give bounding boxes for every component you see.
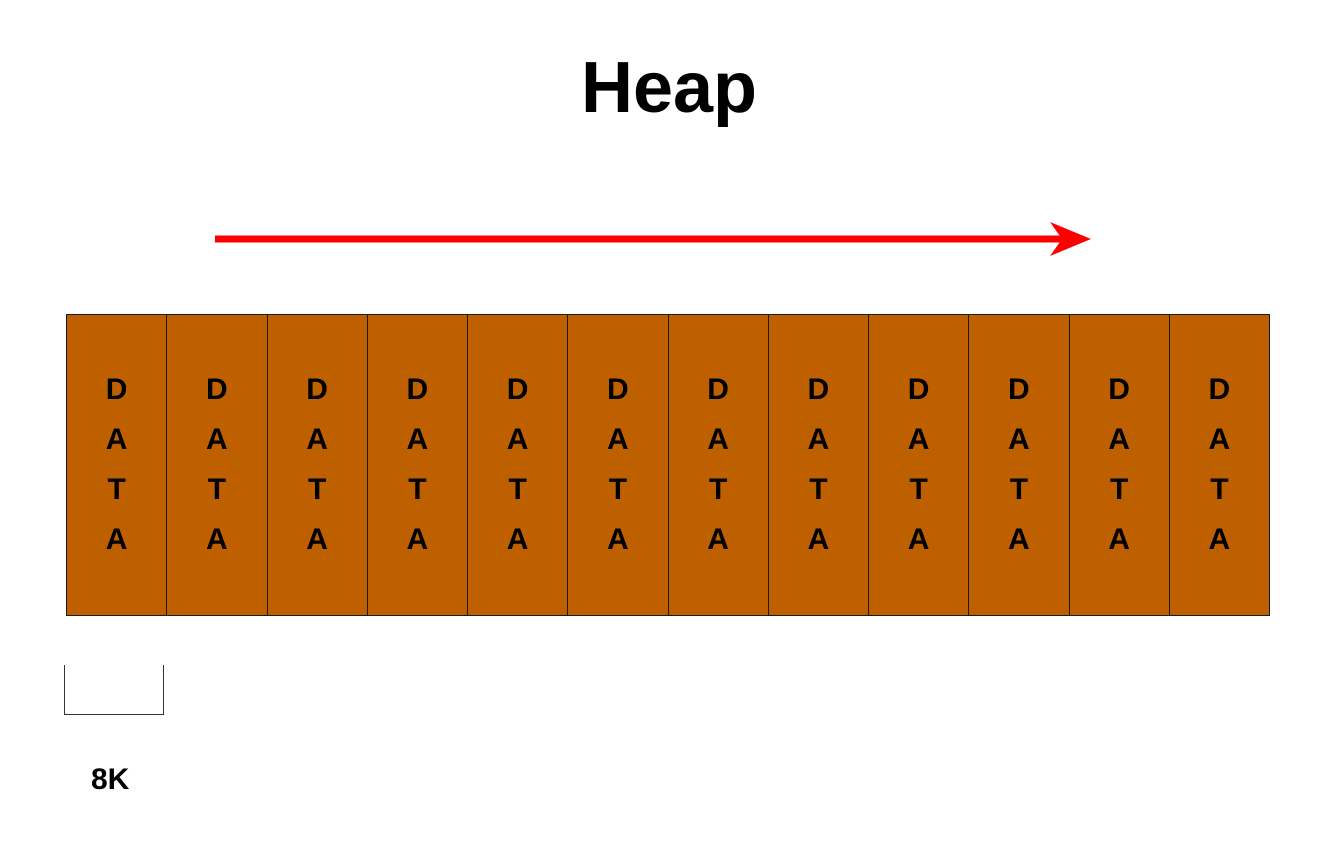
page-letter: A — [607, 523, 629, 556]
page-size-label: 8K — [91, 763, 130, 796]
page-letter: D — [1208, 373, 1231, 406]
page-size-bracket — [64, 665, 164, 715]
page-letter: A — [506, 423, 529, 456]
page-letter: D — [807, 373, 830, 406]
page-letter: A — [707, 523, 729, 556]
page-letter: T — [307, 473, 327, 506]
page-letter: D — [105, 373, 128, 406]
page-letter: A — [1008, 423, 1030, 456]
page-letter: A — [105, 523, 128, 556]
page-letter: A — [607, 423, 629, 456]
page-letter: A — [1108, 523, 1130, 556]
page-letter: A — [206, 423, 228, 456]
page-letter: A — [506, 523, 529, 556]
arrow-head — [1050, 222, 1091, 256]
page-letter: A — [105, 423, 128, 456]
page-letter: T — [1009, 473, 1029, 506]
page-letter: D — [1108, 373, 1130, 406]
page-letter: D — [1008, 373, 1030, 406]
page-letter: A — [306, 523, 328, 556]
page-letter: D — [707, 373, 729, 406]
page-letter: T — [408, 473, 427, 506]
page-letter: T — [708, 473, 728, 506]
page-letter: A — [907, 523, 930, 556]
page-letter: A — [406, 423, 429, 456]
page-letter: A — [707, 423, 729, 456]
page-letter: A — [907, 423, 930, 456]
page-letter: A — [206, 523, 228, 556]
page-letter: T — [508, 473, 527, 506]
page-letter: D — [306, 373, 328, 406]
page-letter: A — [406, 523, 429, 556]
page-letter: D — [907, 373, 930, 406]
page-letter: A — [1008, 523, 1030, 556]
page-letter: D — [506, 373, 529, 406]
page-letter: T — [107, 473, 126, 506]
diagram-title: Heap — [580, 48, 758, 128]
page-letter: A — [807, 423, 830, 456]
page-letter: D — [607, 373, 629, 406]
page-letter: T — [1109, 473, 1129, 506]
page-letter: T — [608, 473, 628, 506]
page-letter: A — [306, 423, 328, 456]
page-letter: A — [1208, 523, 1231, 556]
page-letter: T — [207, 473, 227, 506]
page-letter: D — [406, 373, 429, 406]
page-letter: T — [1210, 473, 1229, 506]
page-letter: T — [909, 473, 928, 506]
page-letter: A — [1208, 423, 1231, 456]
page-letter: D — [206, 373, 228, 406]
page-letter: T — [809, 473, 828, 506]
page-letter: A — [807, 523, 830, 556]
page-letter: A — [1108, 423, 1130, 456]
